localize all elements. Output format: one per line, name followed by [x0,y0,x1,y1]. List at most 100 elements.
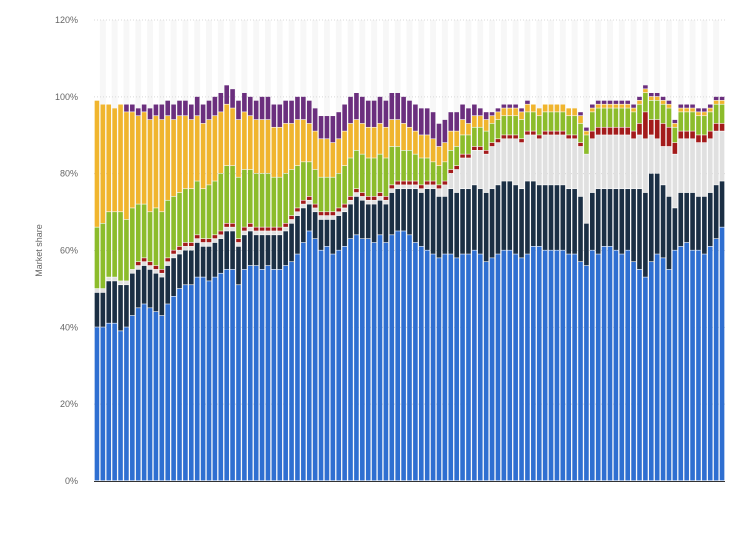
bar-segment-series-2 [654,173,660,254]
bar-segment-series-1 [212,277,218,481]
bar-segment-series-4 [466,154,471,158]
bar-segment-series-5 [436,165,442,185]
bar-segment-series-2 [448,189,454,254]
bar-segment-series-2 [130,273,135,316]
bar-segment-series-4 [590,131,595,139]
bar-segment-series-7 [389,92,395,120]
bar-segment-series-2 [336,215,342,250]
bar-segment-series-3 [719,131,725,181]
bar-segment-series-6 [413,131,418,154]
bar-segment-series-2 [371,204,377,243]
bar-segment-series-5 [218,173,224,231]
bar-segment-series-4 [554,131,560,135]
bar-segment-series-5 [654,100,660,120]
bar-segment-series-3 [118,281,123,285]
bar-segment-series-1 [224,269,229,481]
bar-segment-series-6 [684,108,689,112]
bar-segment-series-5 [631,112,636,131]
bar-segment-series-5 [607,108,613,127]
bar-segment-series-3 [436,189,442,197]
bar-segment-series-5 [672,127,678,143]
bar-segment-series-7 [354,92,359,120]
bar-segment-series-4 [702,135,707,143]
bar-segment-series-1 [495,254,501,481]
bar-segment-series-5 [477,127,483,147]
bar-segment-series-3 [124,281,129,285]
bar-segment-series-6 [159,119,165,212]
bar-segment-series-1 [713,238,719,481]
bar-segment-series-7 [466,108,471,124]
bar-segment-series-7 [360,96,365,124]
bar-segment-series-7 [495,108,501,112]
bar-segment-series-2 [613,189,619,250]
bar-segment-series-1 [389,235,395,481]
bar-segment-series-1 [265,265,271,481]
bar-segment-series-6 [189,119,194,189]
bar-segment-series-4 [354,189,359,193]
bar-segment-series-2 [147,269,153,308]
bar-segment-series-6 [430,139,436,162]
bar-segment-series-2 [560,185,566,250]
bar-segment-series-6 [277,127,283,177]
bar-segment-series-1 [525,254,530,481]
bar-segment-series-5 [318,177,324,212]
bar-segment-series-7 [424,108,430,135]
bar-segment-series-1 [566,254,572,481]
bar-segment-series-5 [619,108,625,127]
bar-segment-series-7 [165,100,171,116]
bar-segment-series-4 [696,135,701,143]
bar-segment-series-7 [430,112,436,139]
bar-segment-series-1 [613,250,619,481]
bar-segment-series-7 [489,112,495,116]
bar-segment-series-4 [171,250,176,254]
bar-segment-series-4 [389,185,395,189]
bar-segment-series-7 [613,100,619,104]
bar-segment-series-5 [212,181,218,235]
bar-segment-series-4 [295,208,300,212]
bar-segment-series-2 [94,292,100,327]
bar-segment-series-5 [684,112,689,131]
bar-segment-series-6 [660,100,666,104]
bar-segment-series-3 [625,135,630,189]
bar-segment-series-6 [318,139,324,177]
bar-segment-series-5 [295,165,300,208]
bar-segment-series-2 [224,231,229,270]
bar-segment-series-2 [218,238,224,273]
bar-segment-series-4 [501,135,507,139]
bar-segment-series-7 [413,104,418,131]
bar-segment-series-2 [442,196,448,254]
bar-segment-series-2 [407,189,412,235]
bar-segment-series-6 [171,119,176,197]
bar-segment-series-7 [619,100,625,104]
bar-segment-series-3 [295,212,300,216]
bar-segment-series-5 [383,158,389,197]
bar-segment-series-3 [112,277,117,281]
bar-segment-series-2 [377,200,383,235]
bar-segment-series-4 [542,131,548,135]
bar-segment-series-7 [454,112,459,131]
bar-segment-series-5 [507,116,513,135]
bar-segment-series-7 [348,96,353,124]
bar-segment-series-7 [383,100,389,127]
bar-segment-series-2 [666,196,672,270]
bar-segment-series-3 [595,135,601,189]
bar-segment-series-3 [536,139,542,185]
bar-segment-series-7 [330,116,336,143]
bar-segment-series-3 [542,135,548,185]
bar-segment-series-2 [118,285,123,331]
bar-segment-series-3 [153,269,159,273]
bar-segment-series-5 [253,173,259,227]
bar-segment-series-3 [631,139,636,189]
bar-segment-series-5 [230,165,235,223]
bar-segment-series-3 [371,200,377,204]
bar-segment-series-5 [206,185,212,239]
bar-segment-series-3 [566,139,572,189]
bar-segment-series-3 [147,265,153,270]
bar-segment-series-1 [696,250,701,481]
bar-segment-series-4 [236,238,241,243]
bar-segment-series-3 [200,242,206,247]
bar-segment-series-1 [607,246,613,481]
bar-segment-series-3 [230,227,235,231]
bar-segment-series-7 [312,108,318,131]
bar-segment-series-7 [194,96,200,116]
